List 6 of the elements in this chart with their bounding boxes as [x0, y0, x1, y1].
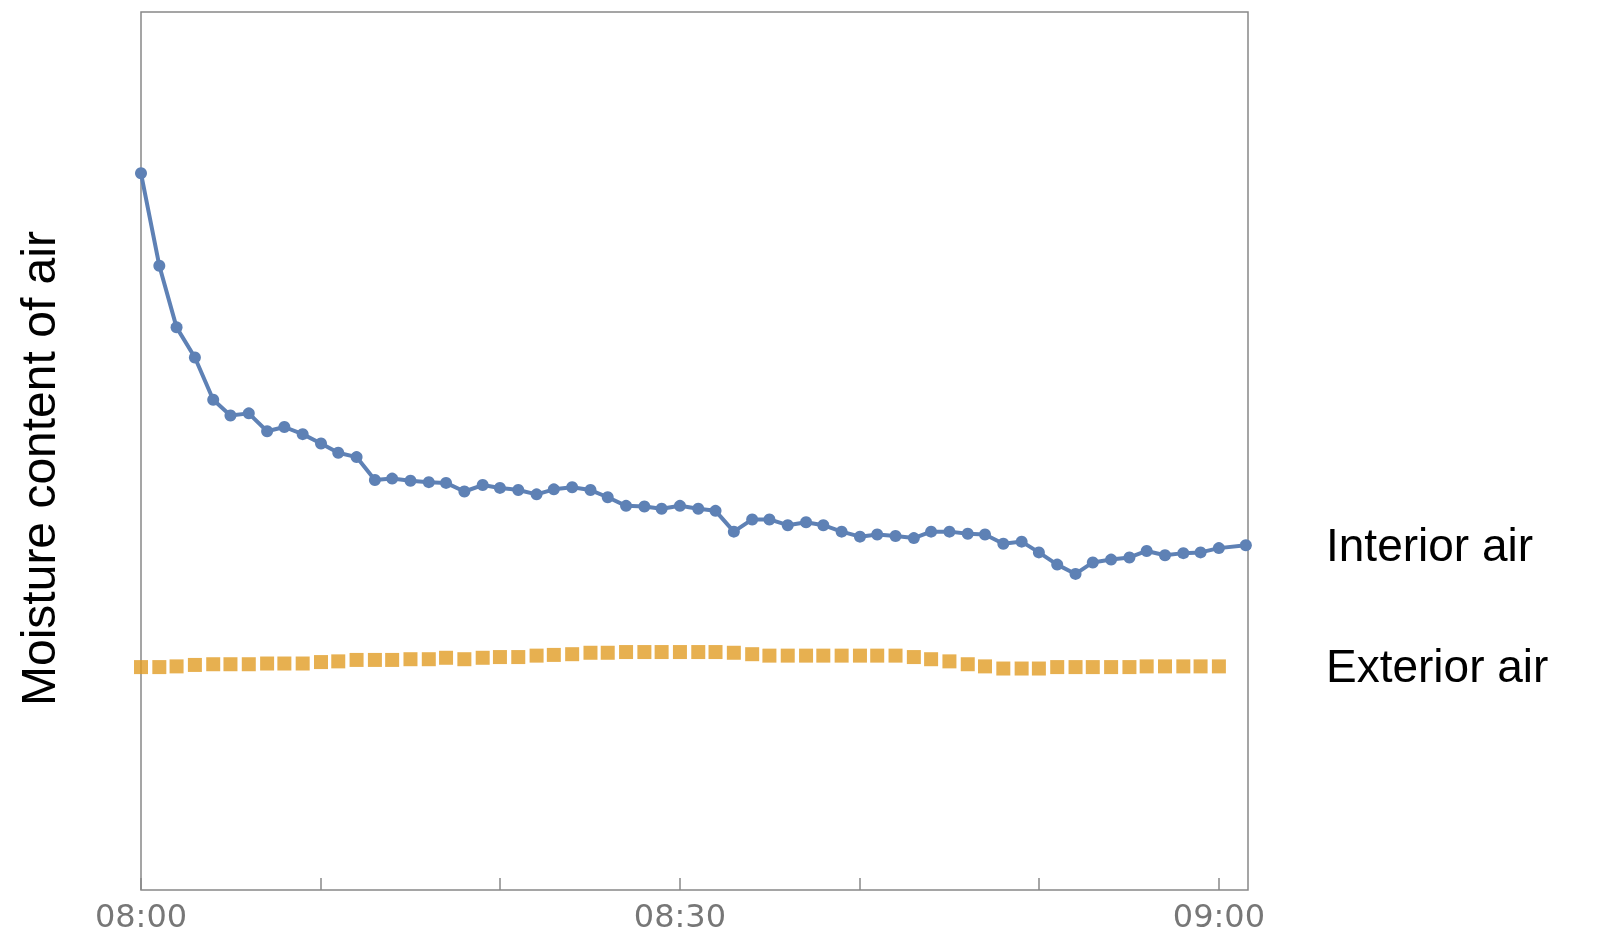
text: Exterior air [1326, 640, 1549, 693]
y-axis-title: Moisture content of air [11, 231, 65, 707]
x-tick-label: 09:00 [1172, 897, 1266, 935]
series-label: Interior air [1326, 519, 1534, 572]
x-tick-label: 08:30 [633, 897, 727, 935]
x-tick-label: 08:00 [94, 897, 188, 935]
